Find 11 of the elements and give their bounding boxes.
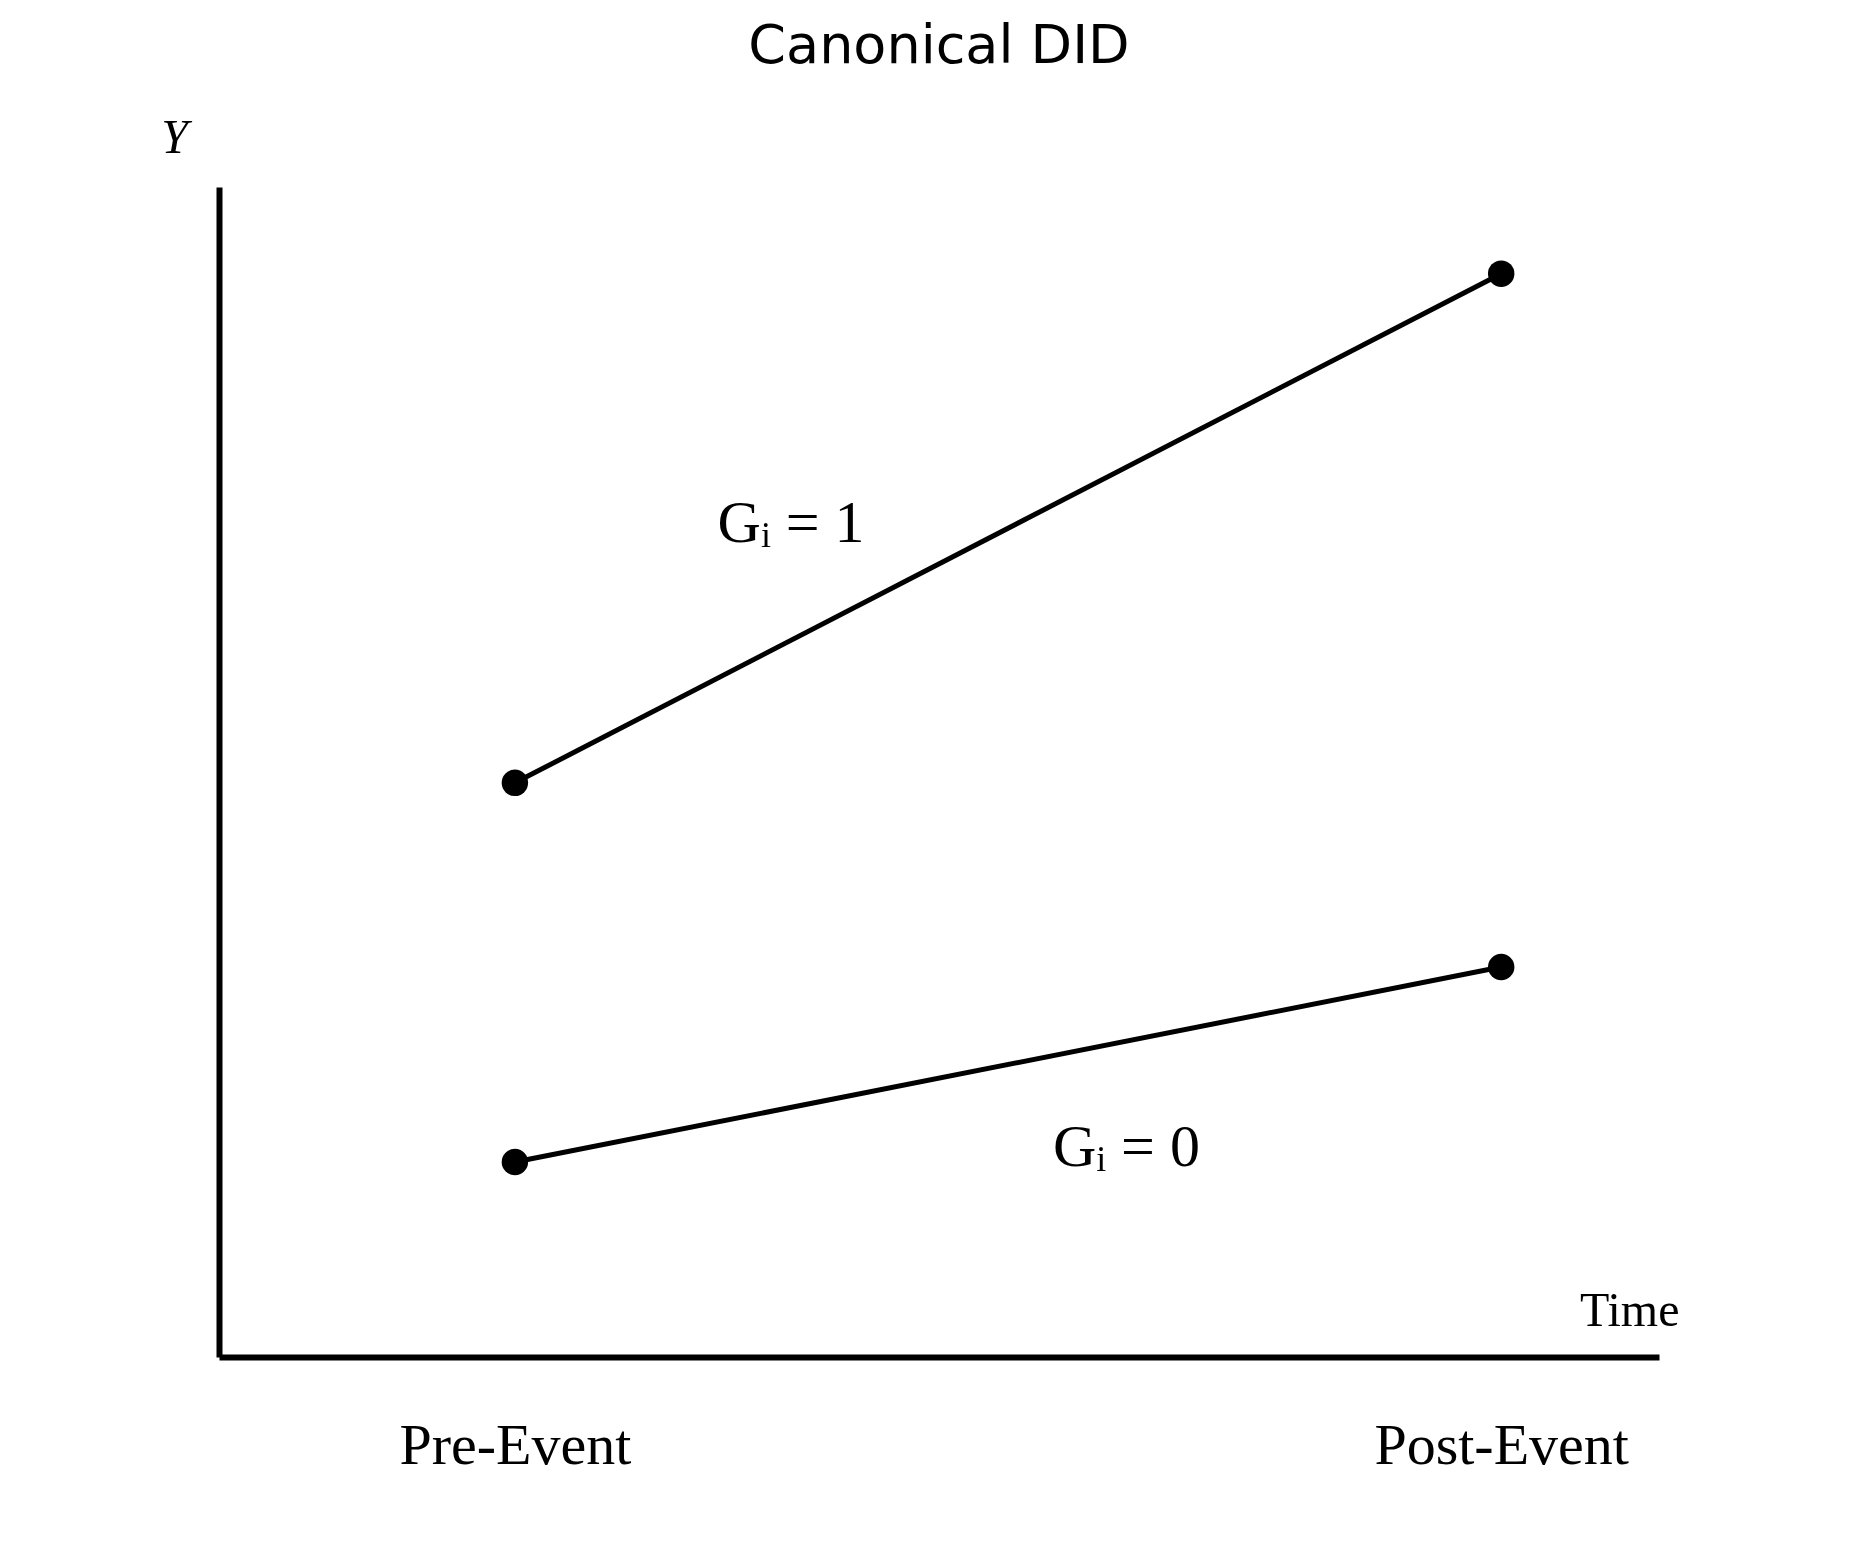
point bbox=[501, 769, 529, 797]
point bbox=[501, 1148, 529, 1176]
x-tick-label: Post-Event bbox=[1374, 1411, 1629, 1477]
point bbox=[1487, 260, 1515, 287]
y-axis-title: Y bbox=[161, 109, 193, 163]
point bbox=[1487, 953, 1515, 981]
x-axis-title: Time bbox=[1579, 1282, 1680, 1336]
series-label: Gᵢ = 1 bbox=[717, 489, 865, 556]
x-tick-label: Pre-Event bbox=[399, 1411, 632, 1477]
series-label: Gᵢ = 0 bbox=[1052, 1112, 1200, 1179]
chart-title: Canonical DID bbox=[748, 13, 1130, 76]
